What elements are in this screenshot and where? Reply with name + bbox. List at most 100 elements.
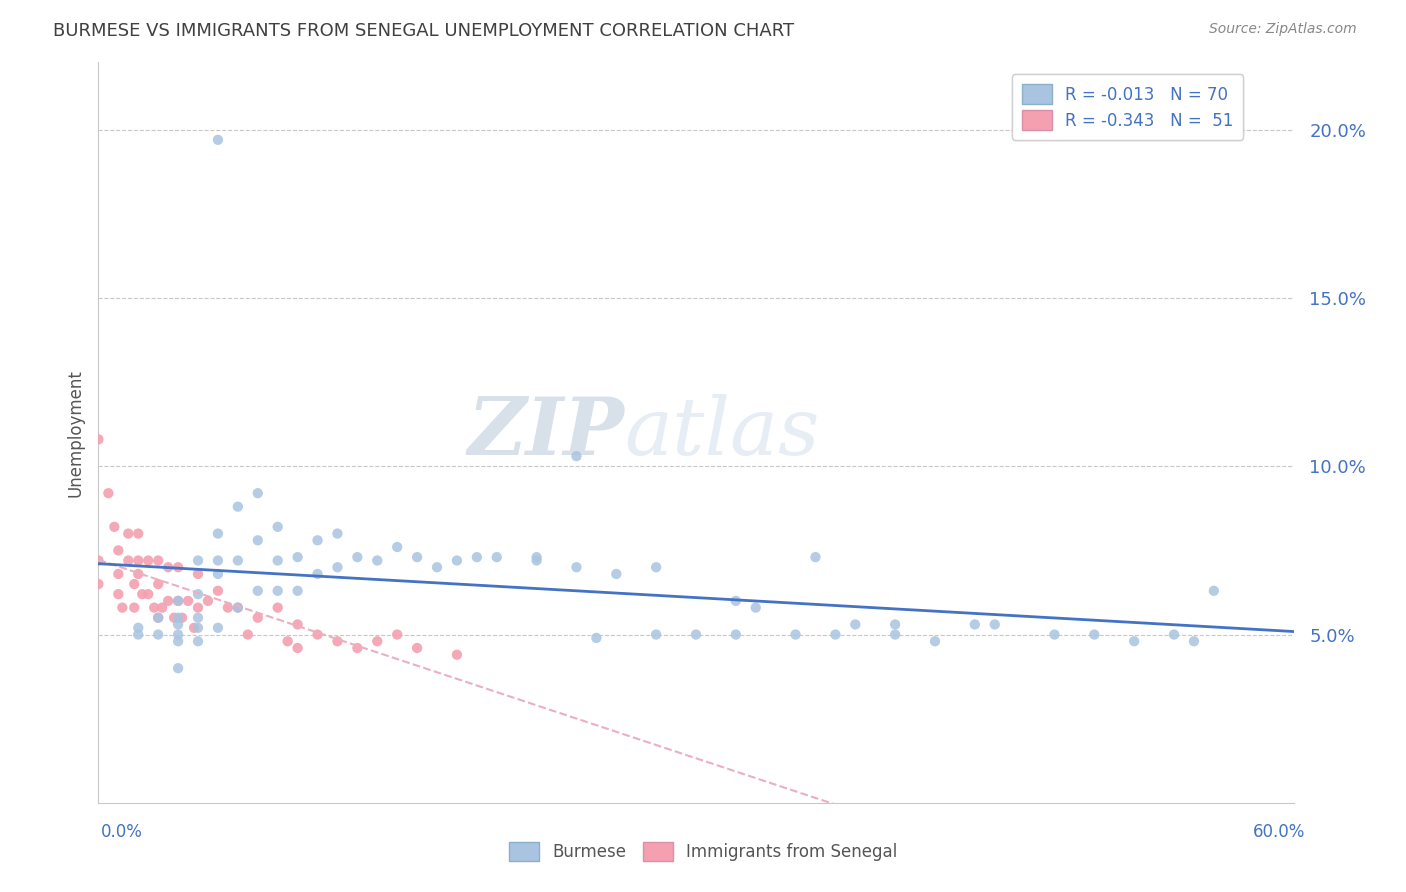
Point — [187, 566, 209, 581]
Point — [148, 577, 170, 591]
Point — [385, 627, 409, 641]
Point — [136, 553, 159, 567]
Point — [1163, 627, 1185, 641]
Point — [745, 600, 768, 615]
Point — [287, 640, 309, 655]
Point — [187, 621, 209, 635]
Point — [307, 627, 329, 641]
Point — [226, 600, 249, 615]
Text: ZIP: ZIP — [467, 394, 624, 471]
Point — [167, 594, 190, 608]
Point — [127, 621, 149, 635]
Point — [124, 600, 146, 615]
Point — [103, 520, 125, 534]
Point — [1083, 627, 1105, 641]
Point — [183, 621, 205, 635]
Point — [785, 627, 807, 641]
Point — [406, 550, 429, 565]
Point — [346, 640, 368, 655]
Point — [187, 553, 209, 567]
Point — [585, 631, 607, 645]
Point — [197, 594, 219, 608]
Point — [1043, 627, 1066, 641]
Point — [167, 594, 190, 608]
Point — [167, 661, 190, 675]
Point — [177, 594, 200, 608]
Point — [143, 600, 166, 615]
Point — [426, 560, 449, 574]
Point — [963, 617, 986, 632]
Point — [187, 610, 209, 624]
Point — [236, 627, 259, 641]
Point — [127, 526, 149, 541]
Point — [107, 587, 129, 601]
Point — [307, 566, 329, 581]
Point — [267, 553, 290, 567]
Point — [346, 550, 368, 565]
Point — [824, 627, 846, 641]
Point — [565, 560, 588, 574]
Point — [526, 550, 548, 565]
Point — [485, 550, 508, 565]
Point — [226, 553, 249, 567]
Point — [924, 634, 946, 648]
Point — [645, 560, 668, 574]
Point — [150, 600, 173, 615]
Point — [724, 594, 747, 608]
Point — [565, 449, 588, 463]
Point — [724, 627, 747, 641]
Point — [326, 634, 349, 648]
Point — [526, 553, 548, 567]
Point — [117, 553, 139, 567]
Point — [645, 627, 668, 641]
Point — [385, 540, 409, 554]
Point — [148, 610, 170, 624]
Point — [187, 587, 209, 601]
Point — [167, 617, 190, 632]
Point — [685, 627, 707, 641]
Point — [326, 526, 349, 541]
Point — [207, 526, 229, 541]
Point — [1202, 583, 1225, 598]
Point — [167, 610, 190, 624]
Point — [217, 600, 239, 615]
Point — [87, 433, 110, 447]
Point — [804, 550, 827, 565]
Point — [1182, 634, 1205, 648]
Point — [1123, 634, 1146, 648]
Point — [207, 553, 229, 567]
Text: BURMESE VS IMMIGRANTS FROM SENEGAL UNEMPLOYMENT CORRELATION CHART: BURMESE VS IMMIGRANTS FROM SENEGAL UNEMP… — [53, 22, 794, 40]
Point — [246, 583, 269, 598]
Point — [107, 543, 129, 558]
Y-axis label: Unemployment: Unemployment — [66, 368, 84, 497]
Point — [107, 566, 129, 581]
Point — [287, 550, 309, 565]
Text: atlas: atlas — [624, 394, 820, 471]
Point — [366, 634, 388, 648]
Point — [446, 648, 468, 662]
Point — [366, 553, 388, 567]
Point — [127, 627, 149, 641]
Point — [246, 533, 269, 548]
Point — [127, 553, 149, 567]
Point — [307, 533, 329, 548]
Text: 0.0%: 0.0% — [101, 822, 143, 840]
Point — [406, 640, 429, 655]
Point — [157, 594, 180, 608]
Point — [844, 617, 866, 632]
Point — [207, 566, 229, 581]
Point — [446, 553, 468, 567]
Legend: Burmese, Immigrants from Senegal: Burmese, Immigrants from Senegal — [502, 835, 904, 868]
Point — [167, 627, 190, 641]
Point — [267, 520, 290, 534]
Point — [287, 583, 309, 598]
Text: 60.0%: 60.0% — [1253, 822, 1305, 840]
Point — [167, 560, 190, 574]
Point — [267, 600, 290, 615]
Point — [148, 610, 170, 624]
Point — [226, 500, 249, 514]
Point — [157, 560, 180, 574]
Legend: R = -0.013   N = 70, R = -0.343   N =  51: R = -0.013 N = 70, R = -0.343 N = 51 — [1012, 74, 1243, 140]
Text: Source: ZipAtlas.com: Source: ZipAtlas.com — [1209, 22, 1357, 37]
Point — [187, 600, 209, 615]
